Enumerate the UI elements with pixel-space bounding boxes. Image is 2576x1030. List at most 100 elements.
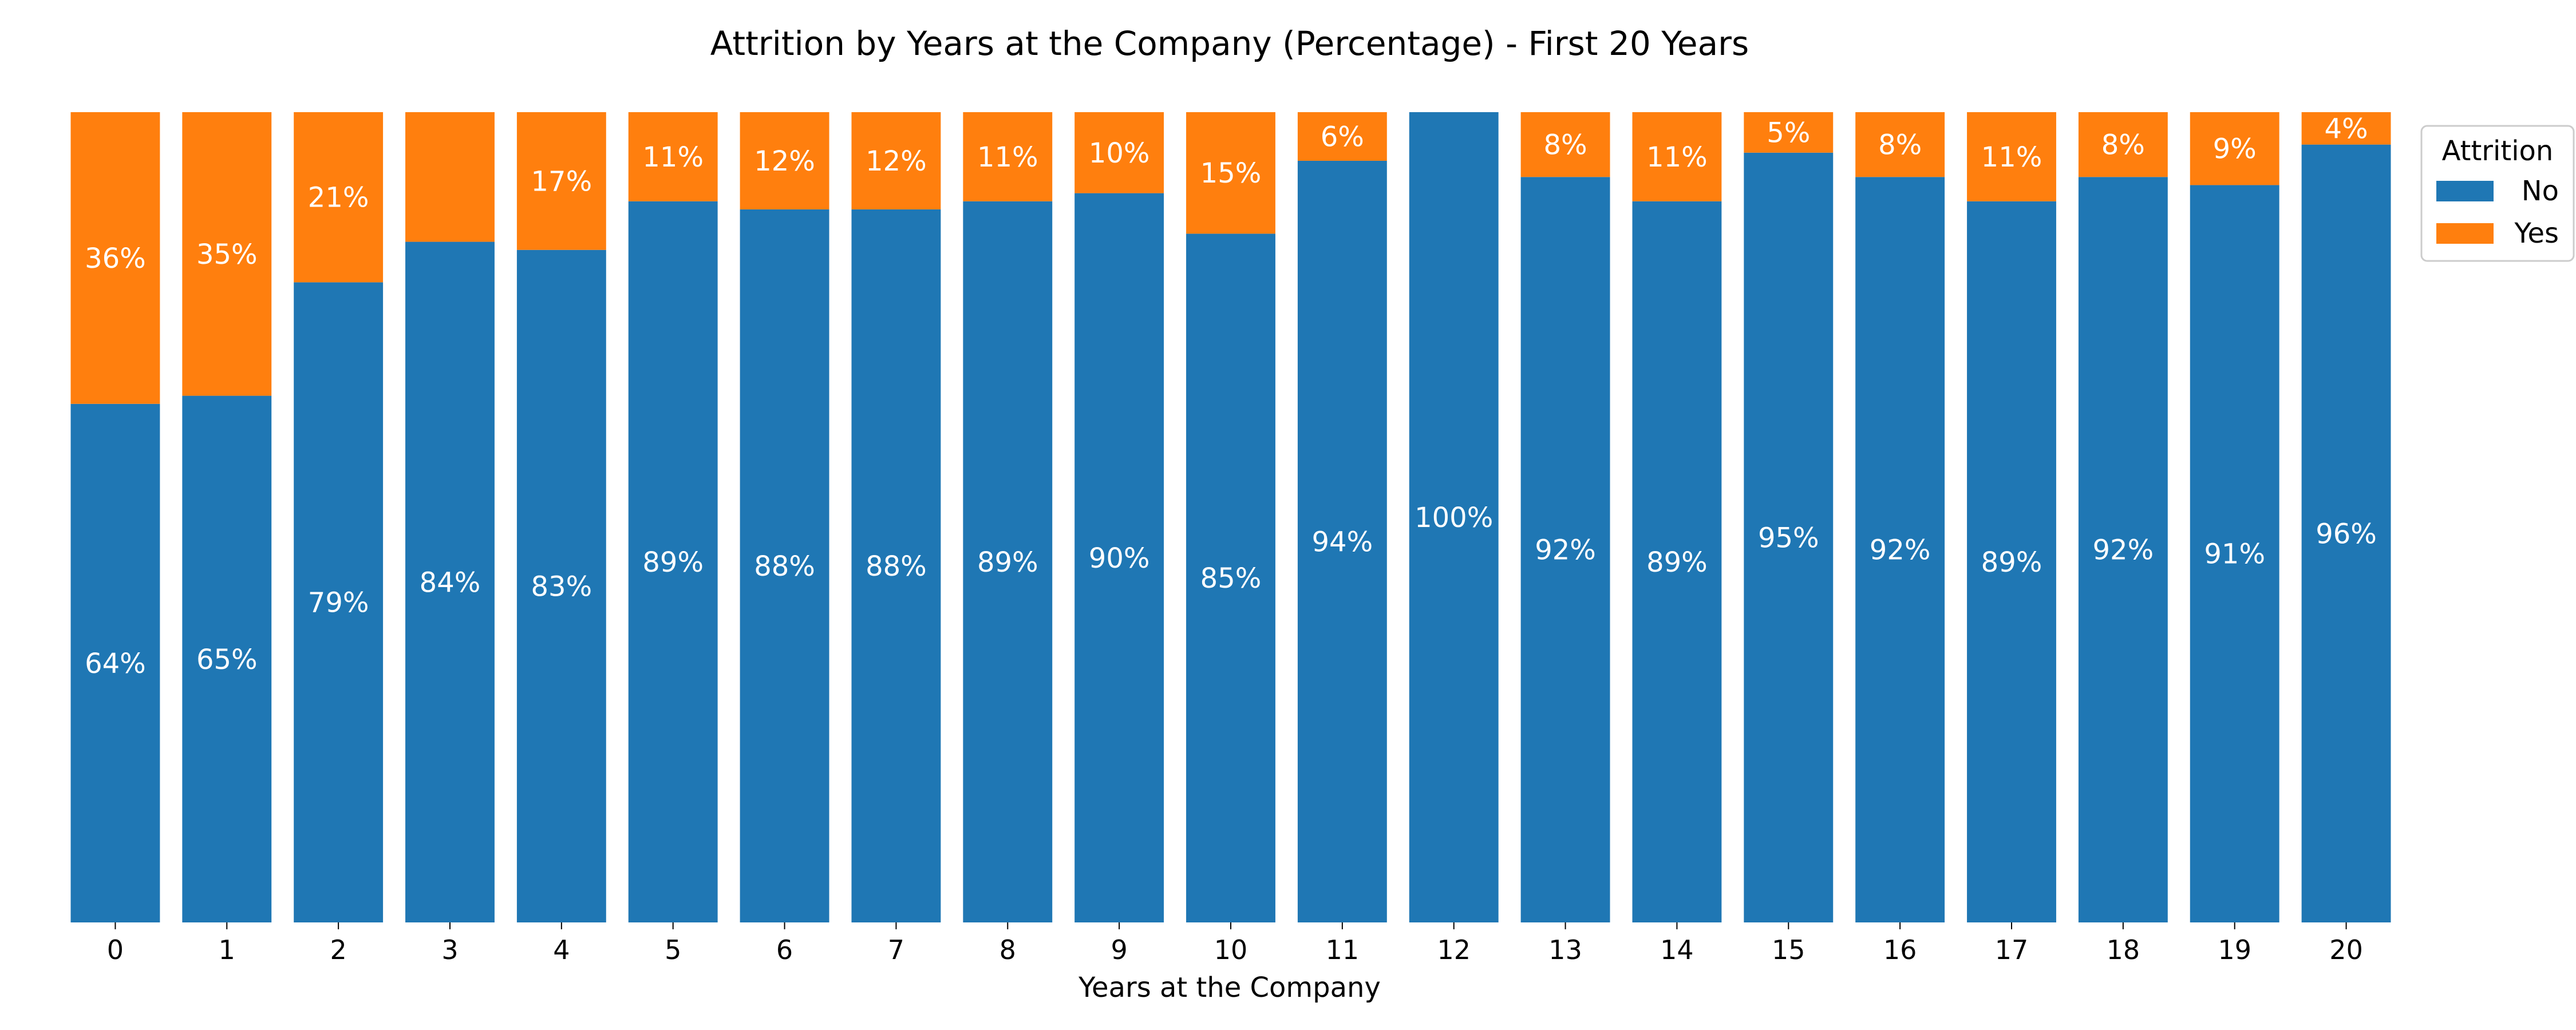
bar-label-no-20: 96% [2316,518,2377,550]
x-tick-label-20: 20 [2329,934,2363,965]
bar-label-yes-1: 35% [196,239,258,271]
bar-label-yes-2: 21% [308,182,369,214]
bar-no-4 [516,249,606,923]
bar-yes-9 [1074,112,1164,193]
x-tick-label-15: 15 [1772,934,1805,965]
x-tick-label-10: 10 [1214,934,1248,965]
bars [70,112,2391,923]
x-tick-label-5: 5 [665,934,681,965]
bar-yes-11 [1297,112,1387,161]
x-tick-label-16: 16 [1883,934,1917,965]
bar-label-no-8: 89% [977,546,1038,579]
x-tick-label-17: 17 [1995,934,2029,965]
bar-label-yes-5: 11% [642,141,704,173]
bar-label-no-15: 95% [1758,522,1819,554]
bar-yes-3 [405,112,495,242]
bar-yes-14 [1632,112,1722,201]
bar-label-no-14: 89% [1646,546,1708,579]
x-tick-label-9: 9 [1111,934,1128,965]
x-tick-label-7: 7 [888,934,904,965]
bar-label-no-9: 90% [1089,542,1150,575]
x-tick-label-4: 4 [553,934,570,965]
bar-no-15 [1744,152,1834,922]
bar-yes-19 [2190,112,2279,185]
bar-label-yes-6: 12% [754,145,815,177]
bar-label-yes-9: 10% [1089,137,1150,169]
bar-no-11 [1297,160,1387,923]
bar-no-1 [182,395,272,922]
bar-no-19 [2190,185,2279,923]
x-tick-label-18: 18 [2107,934,2140,965]
bar-label-no-13: 92% [1535,534,1596,566]
bar-label-no-5: 89% [642,546,704,579]
bar-no-8 [963,201,1053,922]
bar-label-no-2: 79% [308,587,369,619]
bar-no-17 [1967,201,2056,922]
bar-yes-18 [2078,112,2168,177]
bar-yes-5 [628,112,718,201]
bar-label-yes-11: 6% [1321,121,1364,153]
bar-label-no-19: 91% [2204,538,2265,571]
bar-label-no-3: 84% [420,566,481,599]
bar-yes-20 [2301,112,2391,145]
bar-no-9 [1074,193,1164,923]
bar-no-10 [1186,233,1275,922]
bar-no-3 [405,241,495,922]
bar-label-yes-8: 11% [977,141,1038,173]
bar-label-yes-4: 17% [531,165,592,197]
bar-yes-4 [516,112,606,250]
x-tick-label-6: 6 [776,934,793,965]
bar-no-12 [1409,112,1499,922]
bar-no-2 [294,282,384,922]
bar-yes-17 [1967,112,2056,201]
bar-yes-13 [1520,112,1610,177]
x-tick-label-19: 19 [2218,934,2251,965]
bar-no-7 [851,209,941,922]
x-tick-label-0: 0 [107,934,124,965]
bar-no-6 [740,209,829,922]
x-tick-label-1: 1 [219,934,235,965]
bar-label-no-12: 100% [1415,502,1493,534]
bar-yes-0 [70,112,160,404]
bar-label-yes-19: 9% [2213,133,2257,165]
x-axis-ticks: 0 1 2 3 4 5 6 7 8 9 10 11 12 13 14 15 16 17 18 19 20 [107,922,2363,965]
bar-no-18 [2078,177,2168,922]
legend: Attrition No Yes [2420,125,2575,262]
bar-label-yes-10: 15% [1200,157,1262,189]
bar-label-no-17: 89% [1981,546,2042,579]
bar-no-0 [70,403,160,922]
bar-yes-16 [1855,112,1945,177]
bar-label-yes-0: 36% [85,243,146,275]
bar-yes-10 [1186,112,1275,234]
bar-label-yes-14: 11% [1646,141,1708,173]
bar-label-no-6: 88% [754,550,815,583]
bar-yes-15 [1744,112,1834,153]
bar-no-5 [628,201,718,922]
x-tick-label-3: 3 [441,934,458,965]
bar-label-yes-15: 5% [1767,117,1810,149]
bar-label-no-11: 94% [1312,526,1373,558]
x-axis-label: Years at the Company [1078,972,1381,1004]
bar-label-yes-16: 8% [1878,129,1922,161]
bar-label-no-10: 85% [1200,562,1262,595]
bar-yes-1 [182,112,272,396]
bar-label-yes-20: 4% [2324,113,2368,145]
bar-label-no-1: 65% [196,644,258,676]
bar-label-yes-17: 11% [1981,141,2042,173]
bar-label-yes-13: 8% [1543,129,1587,161]
bar-no-16 [1855,177,1945,922]
bar-label-yes-18: 8% [2101,129,2145,161]
legend-label-yes: Yes [2514,217,2559,249]
x-tick-label-11: 11 [1326,934,1360,965]
legend-label-no: No [2522,175,2559,207]
bar-yes-7 [851,112,941,209]
x-tick-label-14: 14 [1660,934,1694,965]
legend-swatch-no [2436,181,2494,201]
bar-label-no-18: 92% [2093,534,2154,566]
bar-labels: 64% 36% 65% 35% 79% 21% 84% 83% 17% 89% 11% 88% 12% 8… [85,113,2377,680]
bar-yes-8 [963,112,1053,201]
bar-no-14 [1632,201,1722,922]
bar-label-no-0: 64% [85,648,146,680]
bar-no-13 [1520,177,1610,922]
